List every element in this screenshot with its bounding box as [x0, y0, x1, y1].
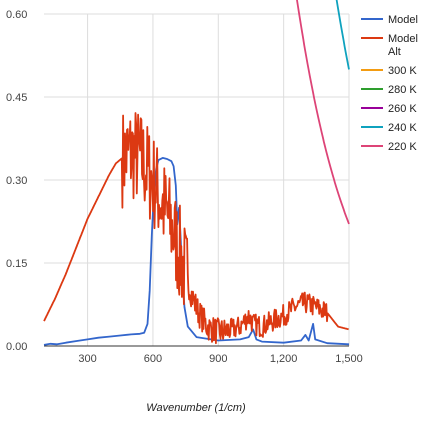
y-tick-label: 0.30	[6, 175, 27, 187]
axes: 0.00 0.15 0.30 0.45 0.60 300 600 900 1,200 1,500	[6, 9, 363, 365]
legend-item-280-k[interactable]: 280 K	[361, 84, 417, 96]
legend-label: 240 K	[388, 122, 417, 134]
x-tick-label: 600	[144, 353, 162, 365]
legend-item-260-k[interactable]: 260 K	[361, 103, 417, 115]
legend-item-model[interactable]: Model	[361, 14, 418, 26]
legend-label: 220 K	[388, 141, 417, 153]
legend-label: Model Alt	[388, 33, 418, 58]
legend-item-220-k[interactable]: 220 K	[361, 141, 417, 153]
y-tick-label: 0.00	[6, 341, 27, 353]
legend-label: 300 K	[388, 65, 417, 77]
legend-label: Model	[388, 14, 418, 26]
legend: Model Model Alt 300 K 280 K 260 K 240 K 220 K	[361, 14, 418, 153]
legend-label: 260 K	[388, 103, 417, 115]
x-tick-label: 300	[78, 353, 96, 365]
series-line-model-alt	[43, 112, 349, 345]
x-tick-label: 1,200	[270, 353, 298, 365]
y-tick-label: 0.60	[6, 9, 27, 21]
x-tick-label: 1,500	[335, 353, 363, 365]
legend-label: 280 K	[388, 84, 417, 96]
legend-item-model-alt[interactable]: Model Alt	[361, 33, 418, 58]
plot-area	[43, 0, 350, 346]
series-line-model	[43, 157, 350, 346]
y-tick-label: 0.15	[6, 258, 27, 270]
x-tick-label: 900	[209, 353, 227, 365]
y-tick-label: 0.45	[6, 92, 27, 104]
legend-item-240-k[interactable]: 240 K	[361, 122, 417, 134]
x-axis-title: Wavenumber (1/cm)	[146, 402, 246, 414]
legend-item-300-k[interactable]: 300 K	[361, 65, 417, 77]
series-line-220-k	[296, 0, 350, 225]
